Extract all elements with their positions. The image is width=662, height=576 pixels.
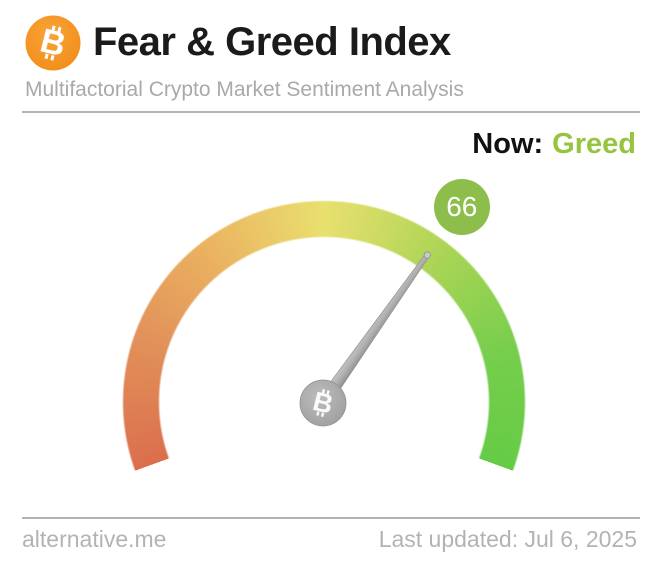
now-label: Now: — [472, 128, 544, 160]
header-divider — [22, 111, 640, 113]
bitcoin-icon: B — [25, 15, 81, 71]
site-link[interactable]: alternative.me — [22, 526, 167, 552]
current-sentiment: Now: Greed — [472, 127, 636, 161]
last-updated: Last updated: Jul 6, 2025 — [378, 526, 637, 552]
gauge-value: 66 — [446, 190, 478, 222]
bitcoin-logo-circle — [25, 15, 81, 71]
sentiment-value: Greed — [552, 128, 636, 160]
footer-divider — [22, 517, 640, 519]
page-title: Fear & Greed Index — [93, 20, 451, 64]
page-subtitle: Multifactorial Crypto Market Sentiment A… — [25, 78, 464, 101]
gauge-value-badge: 66 — [433, 178, 490, 235]
gauge-arc — [122, 200, 526, 576]
